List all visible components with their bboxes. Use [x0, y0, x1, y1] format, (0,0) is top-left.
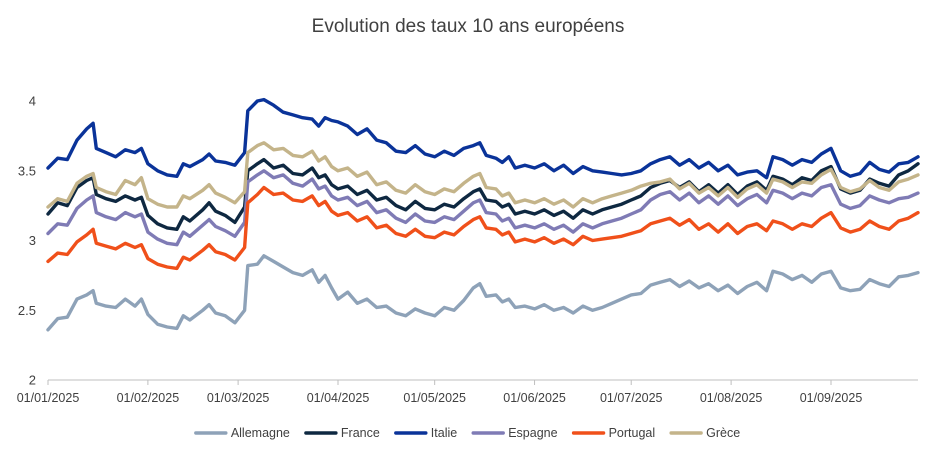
- x-tick-label: 01/04/2025: [307, 391, 370, 405]
- y-tick-label: 3: [29, 233, 36, 248]
- chart-title: Evolution des taux 10 ans européens: [311, 16, 625, 37]
- legend-item-portugal: Portugal: [571, 426, 656, 440]
- legend-label: Italie: [431, 426, 457, 440]
- series-line-allemagne: [46, 254, 920, 332]
- legend-item-espagne: Espagne: [471, 426, 558, 440]
- legend-label: France: [341, 426, 380, 440]
- legend-label: Espagne: [508, 426, 557, 440]
- x-tick-label: 01/01/2025: [17, 391, 80, 405]
- x-tick-label: 01/03/2025: [207, 391, 270, 405]
- x-tick-label: 01/08/2025: [700, 391, 763, 405]
- y-tick-label: 2.5: [18, 303, 36, 318]
- x-tick-label: 01/09/2025: [800, 391, 863, 405]
- legend-item-italie: Italie: [394, 426, 457, 440]
- y-tick-label: 3.5: [18, 163, 36, 178]
- series-line-portugal: [46, 185, 920, 271]
- x-tick-label: 01/07/2025: [600, 391, 663, 405]
- x-tick-label: 01/05/2025: [403, 391, 466, 405]
- legend-item-allemagne: Allemagne: [194, 426, 290, 440]
- legend-item-france: France: [304, 426, 380, 440]
- series-line-espagne: [46, 169, 920, 247]
- series-line-france: [46, 157, 920, 231]
- legend-label: Allemagne: [231, 426, 290, 440]
- x-tick-label: 01/06/2025: [503, 391, 566, 405]
- legend-label: Grèce: [706, 426, 740, 440]
- y-tick-label: 2: [29, 373, 36, 388]
- series-line-italie: [46, 97, 920, 180]
- legend-item-grece: Grèce: [669, 426, 740, 440]
- x-tick-label: 01/02/2025: [117, 391, 180, 405]
- legend-label: Portugal: [609, 426, 656, 440]
- series-line-grece: [46, 141, 920, 209]
- y-tick-label: 4: [29, 94, 36, 109]
